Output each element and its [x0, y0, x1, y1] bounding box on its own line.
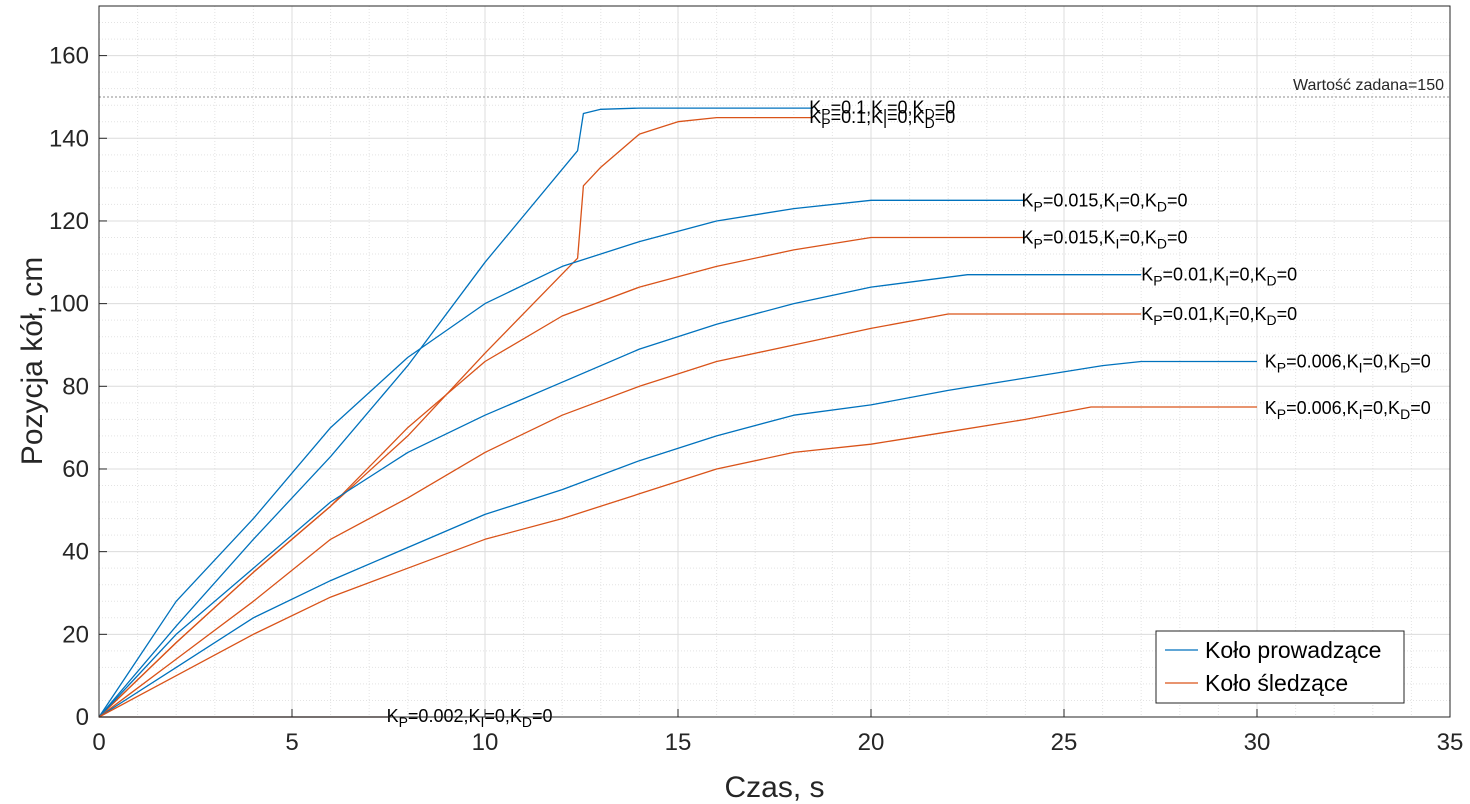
x-tick-label: 25 [1051, 729, 1078, 756]
axis-ticks: 0 5 10 15 20 25 30 35 0 20 40 60 80 100 120 140 160 [49, 43, 1463, 756]
x-tick-label: 15 [665, 729, 692, 756]
annotation-label-0.002: KP=0.002,KI=0,KD=0 [387, 706, 553, 730]
y-tick-label: 40 [62, 539, 89, 566]
series-line-prowadzace-0.015 [98, 199, 1026, 718]
legend-box [1155, 630, 1405, 704]
series-line-sledzace-0.01 [98, 313, 1142, 718]
annotation-label-0.006: KP=0.006,KI=0,KD=0 [1265, 352, 1431, 376]
plot-area-frame [98, 5, 1451, 718]
x-tick-label: 30 [1244, 729, 1271, 756]
annotation-label-0.01: KP=0.01,KI=0,KD=0 [1141, 304, 1297, 328]
annotation-label-0.1: KP=0.1,KI=0,KD=0 [809, 107, 955, 131]
legend-label-sledzace: Koło śledzące [1205, 670, 1348, 696]
y-tick-label: 20 [62, 621, 89, 648]
x-tick-label: 5 [285, 729, 298, 756]
series-line-sledzace-0.006 [98, 406, 1257, 718]
y-axis-title: Pozycja kół, cm [16, 257, 49, 465]
x-tick-label: 0 [92, 729, 105, 756]
series-line-sledzace-0.015 [98, 236, 1026, 718]
y-tick-label: 0 [76, 704, 89, 731]
annotations-group: KP=0.1,KI=0,KD=0KP=0.1,KI=0,KD=0 KP=0.015… [387, 97, 1431, 729]
legend: Koło prowadzące Koło śledzące [1155, 630, 1405, 704]
series-line-prowadzace-0.1 [98, 107, 814, 718]
annotation-label-0.015: KP=0.015,KI=0,KD=0 [1022, 190, 1188, 214]
annotation-label-0.015: KP=0.015,KI=0,KD=0 [1022, 227, 1188, 251]
legend-label-prowadzace: Koło prowadzące [1205, 637, 1381, 663]
series-line-sledzace-0.1 [98, 116, 814, 718]
y-tick-label: 80 [62, 373, 89, 400]
x-tick-label: 20 [858, 729, 885, 756]
reference-line-label: Wartość zadana=150 [1293, 77, 1444, 94]
y-tick-label: 60 [62, 456, 89, 483]
y-tick-label: 140 [49, 125, 89, 152]
reference-line-group: Wartość zadana=150 [99, 77, 1450, 98]
x-tick-label: 10 [472, 729, 499, 756]
y-tick-label: 100 [49, 291, 89, 318]
series-line-prowadzace-0.01 [98, 274, 1142, 718]
grid [98, 6, 1451, 718]
series-line-prowadzace-0.006 [98, 360, 1257, 718]
annotation-label-0.006: KP=0.006,KI=0,KD=0 [1265, 398, 1431, 422]
y-tick-label: 160 [49, 43, 89, 70]
annotation-label-0.1: KP=0.1,KI=0,KD=0 [809, 97, 955, 121]
x-tick-label: 35 [1437, 729, 1464, 756]
y-tick-label: 120 [49, 208, 89, 235]
annotation-label-0.01: KP=0.01,KI=0,KD=0 [1141, 265, 1297, 289]
x-axis-title: Czas, s [724, 771, 824, 804]
